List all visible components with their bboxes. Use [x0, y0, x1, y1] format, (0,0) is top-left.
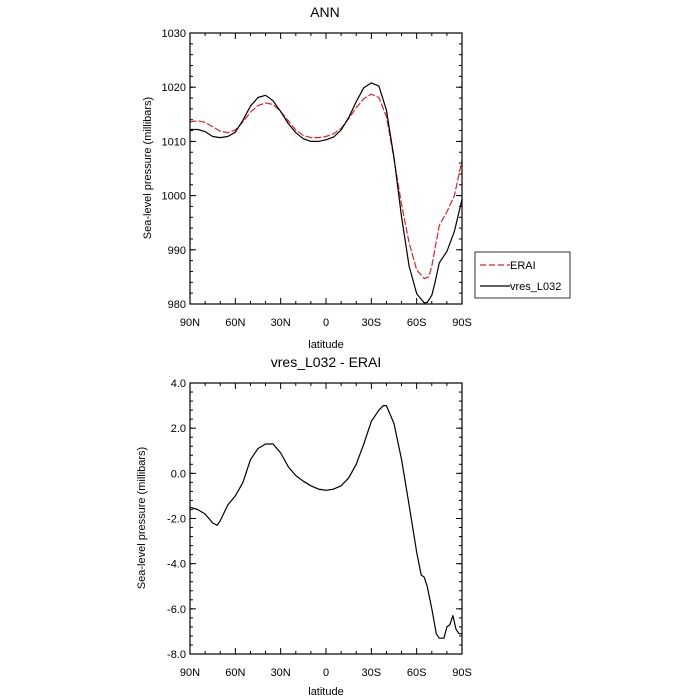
x-axis: 90N 60N 30N 0 30S 60S 90S: [180, 33, 472, 329]
series-line-erai: [189, 93, 463, 280]
x-tick-label: 60N: [225, 317, 245, 329]
x-tick-label: 30N: [271, 667, 291, 679]
panel-title: vres_L032 - ERAI: [271, 354, 382, 370]
plot-area: [189, 82, 463, 304]
y-axis-label: Sea-level pressure (millibars): [136, 447, 148, 589]
x-axis-label: latitude: [308, 686, 343, 698]
y-tick-label: 4.0: [171, 378, 186, 390]
y-tick-label: 1000: [162, 191, 186, 203]
series-line-vres-l032: [189, 82, 463, 304]
x-tick-label: 0: [323, 317, 329, 329]
x-tick-label: 90S: [452, 667, 472, 679]
x-tick-label: 60S: [407, 317, 427, 329]
x-tick-label: 90S: [452, 317, 472, 329]
x-tick-label: 30N: [271, 317, 291, 329]
x-tick-label: 90N: [180, 317, 200, 329]
plot-area: [189, 405, 463, 639]
y-tick-label: -8.0: [167, 649, 186, 661]
x-tick-label: 30S: [362, 667, 382, 679]
legend: ERAI vres_L032: [474, 251, 571, 299]
y-tick-label: -6.0: [167, 604, 186, 616]
x-tick-label: 60S: [407, 667, 427, 679]
y-tick-label: 2.0: [171, 423, 186, 435]
x-axis: 90N 60N 30N 0 30S 60S 90S: [180, 383, 472, 679]
plot-frame: [189, 382, 463, 655]
series-line-vres-l032-erai: [189, 405, 463, 639]
y-axis: 980 990 1000 1010 1020 1030: [162, 28, 462, 311]
panel-title: ANN: [310, 4, 340, 20]
panel-ann: ANN 980 990 1000 1010 1020 1030 90N 60N 30N 0 30S…: [142, 4, 571, 351]
legend-label-vres: vres_L032: [510, 281, 561, 293]
plot-frame: [189, 32, 463, 305]
y-tick-label: 1010: [162, 136, 186, 148]
y-tick-label: 0.0: [171, 468, 186, 480]
x-tick-label: 90N: [180, 667, 200, 679]
panel-difference: vres_L032 - ERAI -8.0 -6.0 -4.0 -2.0 0.0 2.0 4…: [136, 354, 472, 698]
legend-label-erai: ERAI: [510, 260, 536, 272]
y-axis-label: Sea-level pressure (millibars): [142, 97, 154, 239]
y-tick-label: 990: [168, 245, 186, 257]
legend-box: [474, 251, 571, 299]
y-axis: -8.0 -6.0 -4.0 -2.0 0.0 2.0 4.0: [167, 378, 462, 661]
x-axis-label: latitude: [308, 339, 343, 351]
x-tick-label: 30S: [362, 317, 382, 329]
y-tick-label: 1020: [162, 82, 186, 94]
y-tick-label: -4.0: [167, 559, 186, 571]
x-tick-label: 60N: [225, 667, 245, 679]
y-tick-label: 1030: [162, 28, 186, 40]
x-tick-label: 0: [323, 667, 329, 679]
y-tick-label: 980: [168, 299, 186, 311]
y-tick-label: -2.0: [167, 514, 186, 526]
